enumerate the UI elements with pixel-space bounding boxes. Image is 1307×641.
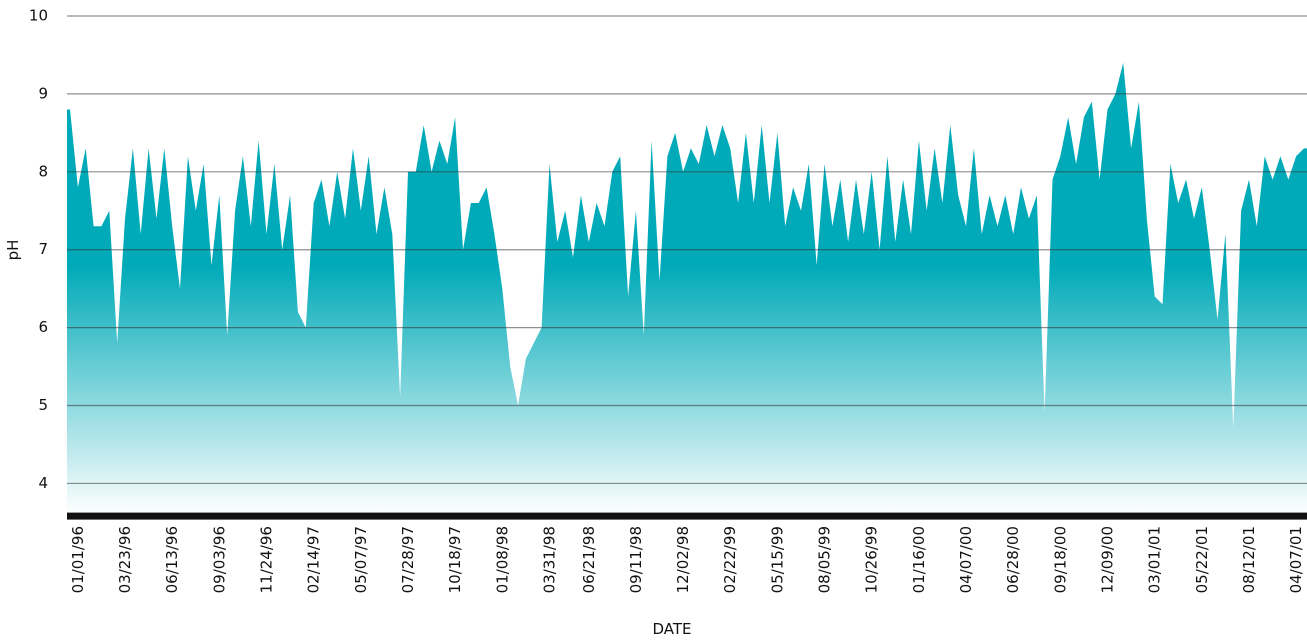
x-tick-label: 12/09/00 [1099,526,1117,593]
x-axis-bar [67,512,1307,520]
x-tick-label: 12/02/98 [674,526,692,593]
x-tick-label: 08/05/99 [816,526,834,593]
x-tick-label: 09/11/98 [627,526,645,593]
x-tick-label: 05/15/99 [768,526,786,593]
x-tick-label: 08/12/01 [1240,526,1258,593]
y-tick-label: 10 [29,7,48,25]
x-tick-label: 09/03/96 [210,526,228,593]
x-tick-label: 03/01/01 [1146,526,1164,593]
x-tick-label: 05/22/01 [1193,526,1211,593]
x-tick-label: 02/22/99 [721,526,739,593]
x-tick-label: 06/21/98 [580,526,598,593]
x-axis-title: DATE [652,620,691,638]
x-tick-label: 09/18/00 [1051,526,1069,593]
x-tick-label: 06/28/00 [1004,526,1022,593]
x-tick-label: 04/07/01 [1287,526,1305,593]
x-tick-label: 03/23/96 [116,526,134,593]
y-tick-label: 9 [38,84,48,102]
area [67,62,1307,515]
x-tick-label: 05/07/97 [352,526,370,593]
x-tick-label: 01/01/96 [69,526,87,593]
x-tick-label: 10/26/99 [863,526,881,593]
y-tick-label: 5 [38,396,48,414]
x-tick-label: 03/31/98 [540,526,558,593]
y-axis-title: pH [4,240,22,261]
x-tick-label: 07/28/97 [399,526,417,593]
y-tick-label: 6 [38,318,48,336]
y-tick-label: 4 [38,474,48,492]
y-tick-label: 8 [38,162,48,180]
x-tick-label: 10/18/97 [446,526,464,593]
x-tick-label: 11/24/96 [257,526,275,593]
x-tick-label: 04/07/00 [957,526,975,593]
y-tick-label: 7 [38,240,48,258]
x-tick-label: 02/14/97 [305,526,323,593]
x-tick-label: 01/16/00 [910,526,928,593]
x-tick-label: 06/13/96 [163,526,181,593]
x-tick-label: 01/08/98 [493,526,511,593]
